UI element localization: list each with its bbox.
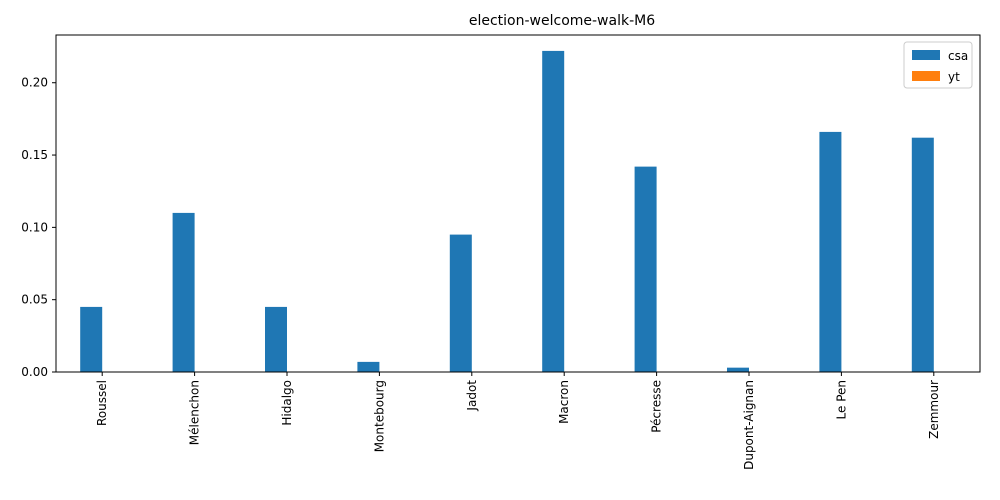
legend-swatch-yt [912, 71, 940, 81]
y-tick-label: 0.10 [21, 220, 48, 234]
legend: csa yt [903, 41, 973, 89]
bar-csa-7 [727, 367, 749, 372]
x-tick-label: Montebourg [372, 380, 386, 452]
x-tick-label: Roussel [95, 380, 109, 426]
legend-label-yt: yt [948, 70, 960, 84]
bar-csa-2 [265, 306, 287, 372]
y-tick-label: 0.00 [21, 365, 48, 379]
x-tick-label: Le Pen [834, 380, 848, 419]
y-tick-label: 0.15 [21, 148, 48, 162]
bar-csa-3 [357, 361, 380, 372]
x-tick-label: Pécresse [650, 380, 664, 433]
chart-title: election-welcome-walk-M6 [469, 13, 655, 29]
bar-csa-1 [172, 212, 195, 372]
bar-csa-8 [819, 131, 842, 372]
legend-swatch-csa [912, 50, 940, 60]
bars-layer [80, 50, 934, 372]
x-tick-label: Mélenchon [188, 380, 202, 445]
x-tick-label: Jadot [465, 380, 479, 412]
x-tick-label: Hidalgo [280, 380, 294, 426]
y-tick-label: 0.05 [21, 293, 48, 307]
bar-csa-4 [449, 234, 472, 372]
plot-frame [55, 34, 981, 373]
x-tick-label: Zemmour [927, 380, 941, 439]
axes-layer: 0.00 0.05 0.10 0.15 0.20 Roussel Mélenchon Hida… [21, 34, 981, 470]
bar-csa-5 [542, 50, 565, 372]
bar-csa-0 [80, 306, 103, 372]
legend-label-csa: csa [948, 49, 968, 63]
y-tick-label: 0.20 [21, 76, 48, 90]
x-tick-label: Dupont-Aignan [742, 380, 756, 470]
bar-csa-9 [911, 137, 934, 372]
bar-csa-6 [634, 166, 657, 372]
x-tick-label: Macron [557, 380, 571, 424]
